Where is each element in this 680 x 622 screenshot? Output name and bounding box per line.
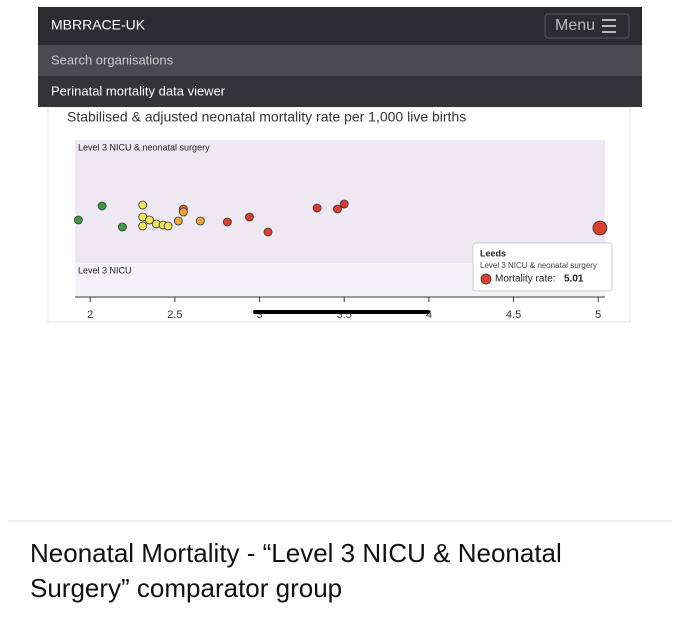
x-tick-label: 2	[87, 309, 93, 321]
data-point[interactable]	[173, 216, 183, 226]
x-tick-label: 3	[257, 309, 263, 321]
data-point[interactable]	[163, 221, 173, 231]
data-point[interactable]	[145, 215, 154, 225]
plot: 2 2.5 3 3.5 4 4.5 5	[73, 199, 608, 321]
nav-bar	[38, 76, 642, 107]
menu-label[interactable]: Menu	[555, 17, 595, 34]
tooltip-name: Leeds	[480, 248, 506, 258]
menu-icon[interactable]	[602, 19, 616, 33]
x-tick-label: 5	[595, 309, 601, 321]
tooltip-label: Mortality rate:	[495, 274, 556, 285]
data-point[interactable]	[178, 207, 188, 217]
caption-line: Neonatal Mortality - “Level 3 NICU & Neo…	[30, 538, 562, 568]
caption-line: Surgery” comparator group	[30, 573, 342, 603]
menu-button[interactable]	[544, 13, 630, 39]
x-tick-label: 2.5	[167, 309, 182, 321]
tooltip-swatch	[480, 273, 492, 285]
data-point[interactable]	[138, 200, 148, 210]
tooltip-box	[472, 242, 613, 292]
tooltip-value: 5.01	[564, 274, 584, 285]
data-point[interactable]	[73, 215, 83, 225]
tooltip-group: Level 3 NICU & neonatal surgery	[480, 261, 597, 270]
data-point[interactable]	[312, 203, 322, 213]
search-placeholder[interactable]: Search organisations	[51, 52, 174, 67]
data-point[interactable]	[245, 212, 254, 222]
brand[interactable]: MBRRACE-UK	[51, 17, 146, 33]
tooltip: Leeds Level 3 NICU & neonatal surgery Mo…	[472, 242, 613, 292]
group-label: Level 3 NICU & neonatal surgery	[78, 142, 210, 152]
navbar	[38, 7, 642, 45]
data-point[interactable]	[138, 221, 148, 231]
data-point[interactable]	[195, 216, 205, 226]
data-point[interactable]	[592, 220, 608, 236]
data-point[interactable]	[97, 201, 107, 211]
data-point[interactable]	[222, 217, 232, 227]
x-tick-label: 4	[426, 309, 432, 321]
nav-title[interactable]: Perinatal mortality data viewer	[51, 83, 226, 98]
data-point[interactable]	[333, 204, 342, 214]
data-point[interactable]	[339, 199, 349, 209]
data-point[interactable]	[118, 222, 127, 232]
x-tick-label: 4.5	[506, 309, 521, 321]
search-bar[interactable]	[38, 45, 642, 76]
data-point[interactable]	[263, 227, 273, 237]
chart-title: Stabilised & adjusted neonatal mortality…	[67, 109, 466, 125]
group-label: Level 3 NICU	[78, 265, 132, 275]
